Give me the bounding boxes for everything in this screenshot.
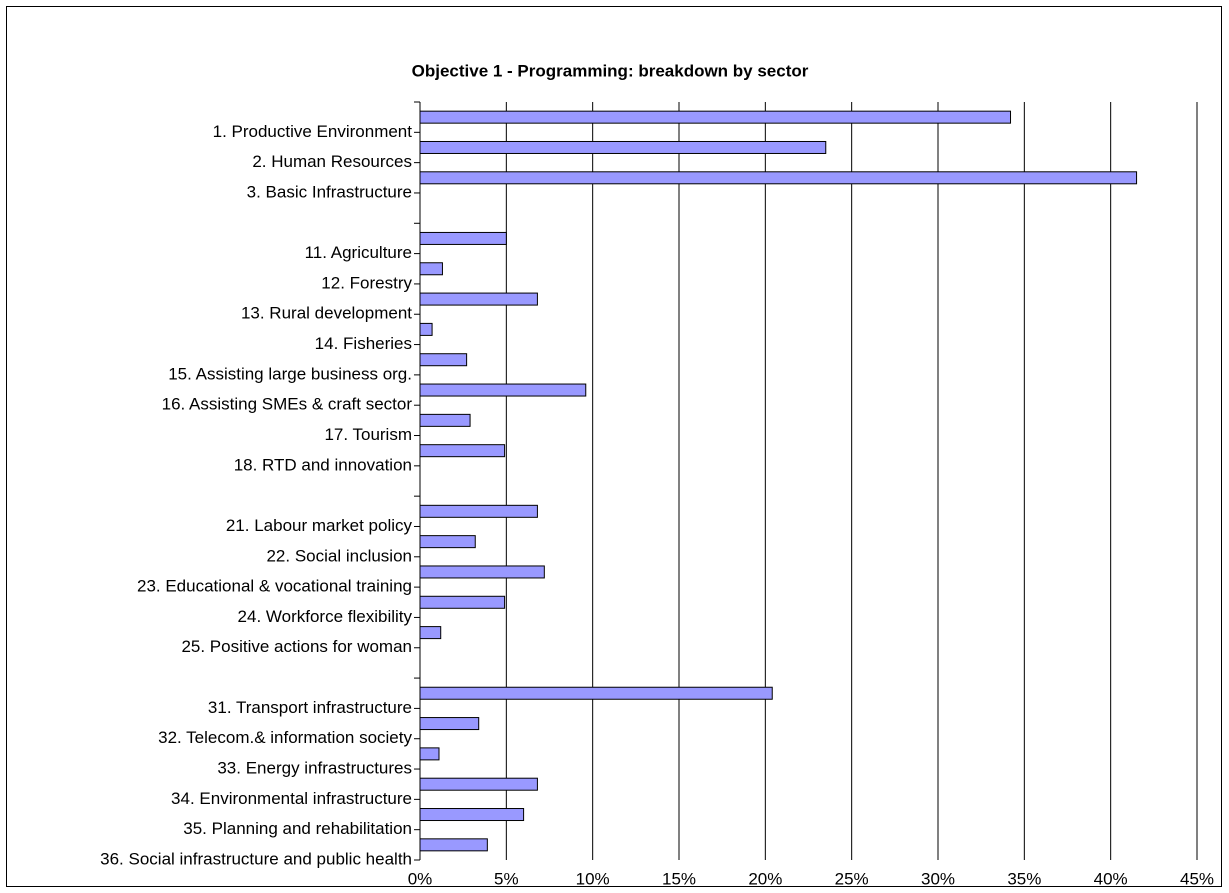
y-tick-label: 15. Assisting large business org. <box>168 364 412 383</box>
bar <box>419 808 525 822</box>
x-tick-label: 15% <box>662 869 696 888</box>
x-tick-label: 30% <box>921 869 955 888</box>
bar <box>419 565 545 579</box>
y-tick-label: 2. Human Resources <box>252 152 412 171</box>
x-tick-label: 20% <box>748 869 782 888</box>
bar <box>419 444 506 458</box>
y-tick-label: 24. Workforce flexibility <box>238 607 413 626</box>
y-tick-label: 32. Telecom.& information society <box>158 728 412 747</box>
y-tick-label: 13. Rural development <box>241 304 412 323</box>
bar <box>419 262 443 276</box>
y-tick-label: 22. Social inclusion <box>266 546 412 565</box>
bar <box>419 383 587 397</box>
chart-frame <box>6 6 1222 887</box>
x-tick-label: 45% <box>1180 869 1214 888</box>
bar <box>419 110 1012 124</box>
y-tick-label: 34. Environmental infrastructure <box>171 789 412 808</box>
bar <box>419 686 773 700</box>
y-tick-label: 17. Tourism <box>324 425 412 444</box>
x-tick-label: 0% <box>408 869 433 888</box>
bar <box>419 322 433 336</box>
bar <box>419 747 440 761</box>
bar <box>419 171 1138 185</box>
bar <box>419 231 507 245</box>
x-tick-label: 25% <box>835 869 869 888</box>
bar <box>419 353 468 367</box>
bar <box>419 838 488 852</box>
x-tick-label: 5% <box>494 869 519 888</box>
y-tick-label: 16. Assisting SMEs & craft sector <box>162 395 413 414</box>
x-tick-label: 40% <box>1094 869 1128 888</box>
y-tick-label: 12. Forestry <box>321 273 412 292</box>
y-tick-label: 35. Planning and rehabilitation <box>183 819 412 838</box>
bar <box>419 413 471 427</box>
y-tick-label: 1. Productive Environment <box>213 122 413 141</box>
y-tick-label: 3. Basic Infrastructure <box>247 182 412 201</box>
y-tick-label: 31. Transport infrastructure <box>208 698 412 717</box>
y-tick-label: 33. Energy infrastructures <box>217 759 412 778</box>
x-tick-label: 10% <box>576 869 610 888</box>
x-tick-label: 35% <box>1007 869 1041 888</box>
y-tick-label: 18. RTD and innovation <box>234 455 412 474</box>
y-tick-label: 21. Labour market policy <box>226 516 413 535</box>
bar <box>419 535 476 549</box>
bar <box>419 777 538 791</box>
y-tick-label: 11. Agriculture <box>305 243 412 262</box>
bar <box>419 140 827 154</box>
chart-title: Objective 1 - Programming: breakdown by … <box>412 61 809 80</box>
y-tick-label: 14. Fisheries <box>315 334 412 353</box>
y-tick-label: 23. Educational & vocational training <box>137 577 412 596</box>
y-tick-label: 36. Social infrastructure and public hea… <box>100 849 412 868</box>
y-tick-label: 25. Positive actions for woman <box>181 637 412 656</box>
bar <box>419 626 442 640</box>
bar <box>419 717 480 731</box>
bar <box>419 504 538 518</box>
bar <box>419 292 538 306</box>
bar <box>419 595 506 609</box>
